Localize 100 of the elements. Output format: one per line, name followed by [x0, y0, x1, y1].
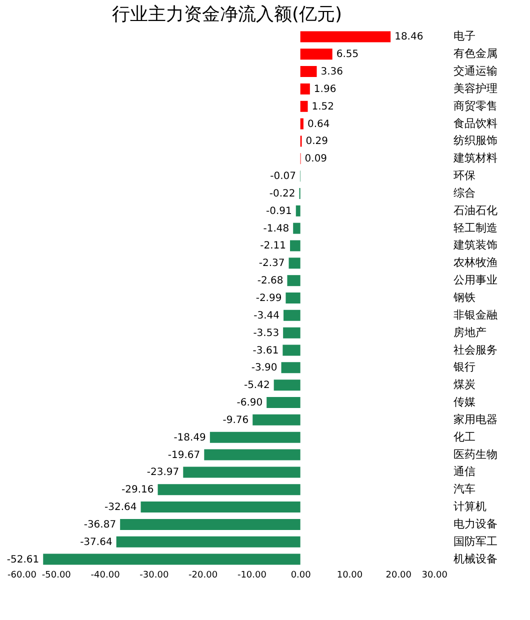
bar: [293, 222, 300, 234]
y-tick-label: 家用电器: [454, 412, 498, 426]
bar: [274, 380, 300, 391]
y-tick-label: 传媒: [454, 396, 476, 409]
bar: [296, 205, 300, 216]
data-label: -37.64: [80, 536, 112, 548]
bar: [290, 240, 300, 252]
y-tick-label: 美容护理: [454, 82, 498, 95]
y-tick-label: 建筑装饰: [452, 238, 498, 252]
x-tick-label: 0.00: [290, 570, 312, 580]
data-label: -2.68: [257, 276, 284, 287]
bar: [300, 31, 391, 42]
bar: [43, 554, 300, 565]
bar: [116, 536, 300, 548]
y-tick-label: 电子: [454, 30, 476, 43]
bar: [288, 258, 300, 269]
y-tick-label: 电力设备: [454, 517, 498, 530]
data-label: 1.52: [312, 101, 334, 112]
bar: [120, 518, 300, 530]
bar: [300, 100, 308, 112]
data-label: -0.22: [269, 188, 296, 200]
y-tick-label: 国防军工: [454, 534, 498, 548]
y-tick-label: 通信: [454, 465, 476, 478]
y-tick-label: 银行: [452, 360, 476, 374]
data-label: -0.91: [266, 206, 292, 217]
bar: [286, 292, 300, 304]
data-label: 6.55: [336, 49, 359, 60]
data-label: -19.67: [168, 450, 200, 461]
x-tick-label: -50.00: [42, 570, 72, 580]
data-label: 0.29: [306, 136, 328, 148]
bar: [266, 397, 300, 408]
data-label: 18.46: [394, 32, 424, 43]
data-label: 0.64: [307, 118, 330, 130]
bar: [300, 83, 310, 94]
y-tick-label: 纺织服饰: [454, 134, 498, 148]
y-tick-label: 房地产: [454, 326, 486, 339]
y-tick-label: 商贸零售: [454, 99, 498, 112]
data-label: -1.48: [263, 223, 290, 234]
data-label: -2.99: [256, 293, 282, 304]
y-tick-label: 建筑材料: [452, 152, 498, 165]
y-tick-label: 化工: [454, 430, 476, 444]
chart-title: 行业主力资金净流入额(亿元): [112, 4, 342, 25]
y-tick-label: 计算机: [454, 500, 486, 514]
x-tick-label: 20.00: [386, 570, 412, 580]
y-tick-label: 汽车: [454, 482, 476, 496]
y-tick-label: 社会服务: [454, 343, 498, 356]
x-tick-label: 10.00: [336, 570, 363, 580]
bar: [300, 118, 304, 130]
data-label: -52.61: [6, 554, 40, 566]
y-tick-label: 食品饮料: [454, 116, 498, 130]
data-label: 0.09: [304, 154, 328, 165]
bar: [284, 310, 300, 321]
data-label: -5.42: [244, 380, 270, 392]
bar: [300, 48, 332, 60]
y-tick-label: 综合: [454, 186, 476, 200]
bar: [252, 414, 300, 426]
data-label: -2.11: [260, 240, 286, 252]
bar: [300, 66, 317, 78]
data-label: -3.53: [253, 328, 280, 339]
x-tick-label: -30.00: [140, 570, 169, 580]
data-label: -2.37: [258, 258, 285, 270]
data-label: -3.61: [252, 345, 279, 356]
bar: [287, 275, 300, 286]
data-label: -32.64: [104, 502, 137, 514]
x-tick-label: -60.00: [8, 570, 37, 580]
y-tick-label: 非银金融: [454, 308, 498, 322]
bar: [283, 327, 300, 338]
y-tick-label: 农林牧渔: [454, 256, 498, 270]
data-label: -3.44: [254, 310, 280, 322]
y-tick-label: 轻工制造: [454, 221, 498, 234]
y-tick-label: 机械设备: [454, 552, 498, 566]
y-tick-label: 公用事业: [454, 274, 498, 287]
x-tick-label: -10.00: [237, 570, 267, 580]
bar: [281, 362, 300, 374]
bar: [183, 466, 300, 478]
data-label: -9.76: [222, 414, 249, 426]
y-tick-label: 钢铁: [452, 291, 476, 304]
x-tick-label: -40.00: [90, 570, 120, 580]
data-label: -6.90: [236, 398, 263, 409]
data-label: -18.49: [174, 432, 206, 444]
bar: [158, 484, 300, 496]
y-tick-label: 有色金属: [454, 47, 498, 60]
y-tick-label: 医药生物: [454, 448, 498, 461]
bar: [140, 502, 300, 513]
y-tick-label: 交通运输: [454, 64, 498, 78]
data-label: 1.96: [314, 84, 336, 95]
bar: [204, 449, 300, 460]
data-label: -23.97: [146, 467, 180, 478]
data-label: -0.07: [270, 171, 296, 182]
y-tick-label: 煤炭: [454, 378, 476, 392]
y-tick-label: 石油石化: [454, 204, 498, 217]
y-tick-label: 环保: [454, 169, 476, 182]
x-tick-label: 30.00: [422, 570, 448, 580]
data-label: 3.36: [320, 66, 344, 78]
data-label: -36.87: [84, 519, 116, 530]
bar: [210, 432, 300, 443]
data-label: -29.16: [122, 484, 154, 496]
data-label: -3.90: [251, 362, 278, 374]
bar: [282, 344, 300, 356]
x-tick-label: -20.00: [188, 570, 218, 580]
